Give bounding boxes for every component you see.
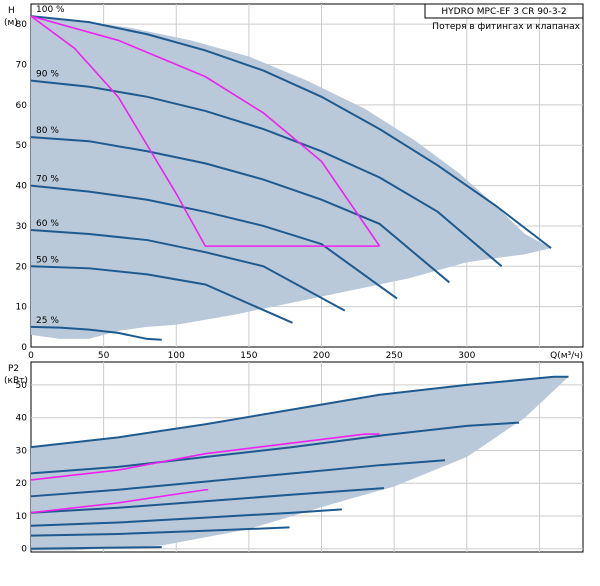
head-flow-chart: 0 10 20 30 40 50 60 70 80H (м) 100 % 90 % 80 % 70 % 60… bbox=[4, 3, 584, 361]
series-label: 90 % bbox=[36, 70, 59, 80]
y-tick-label: 10 bbox=[16, 512, 28, 522]
y-tick-label: 10 bbox=[16, 303, 28, 313]
series-line-60pct bbox=[30, 508, 342, 527]
series-label: 50 % bbox=[36, 255, 59, 265]
series-line-50pct bbox=[30, 526, 290, 537]
series-line-80pct bbox=[30, 459, 446, 498]
y-axis-label: P2 bbox=[8, 364, 19, 374]
x-tick-label: 100 bbox=[168, 351, 185, 361]
y-axis-unit: (кВт) bbox=[4, 376, 28, 386]
y-tick-label: 0 bbox=[21, 343, 27, 353]
loss-curve bbox=[30, 15, 381, 247]
series-line-25pct bbox=[30, 546, 162, 550]
title-box bbox=[424, 3, 584, 19]
series-line-100pct bbox=[30, 15, 552, 249]
x-tick-label: 150 bbox=[240, 351, 257, 361]
y-tick-label: 30 bbox=[16, 222, 28, 232]
series-line-50pct bbox=[30, 265, 293, 324]
series-label: 100 % bbox=[36, 5, 65, 15]
series-line-80pct bbox=[30, 136, 451, 284]
series-label: 80 % bbox=[36, 126, 59, 136]
loss-curve bbox=[30, 488, 209, 514]
y-tick-label: 30 bbox=[16, 446, 28, 456]
x-tick-label: 300 bbox=[458, 351, 475, 361]
y-tick-label: 80 bbox=[16, 20, 28, 30]
y-tick-label: 50 bbox=[16, 141, 28, 151]
x-tick-label: 250 bbox=[386, 351, 403, 361]
y-axis-label: H bbox=[8, 6, 15, 16]
x-tick-label: 200 bbox=[313, 351, 330, 361]
loss-curve bbox=[30, 433, 380, 481]
series-label: 60 % bbox=[36, 219, 59, 229]
y-tick-label: 20 bbox=[16, 262, 28, 272]
y-tick-label: 0 bbox=[21, 545, 27, 555]
series-line-100pct bbox=[30, 375, 569, 449]
series-line-90pct bbox=[30, 421, 520, 475]
series-label: 70 % bbox=[36, 175, 59, 185]
series-line-25pct bbox=[30, 325, 162, 341]
y-tick-label: 40 bbox=[16, 182, 28, 192]
x-tick-label: 0 bbox=[28, 351, 34, 361]
chart-title: HYDRO MPC-EF 3 CR 90-3-2 bbox=[441, 7, 566, 17]
series-label: 25 % bbox=[36, 316, 59, 326]
power-flow-chart: 0 10 20 30 40 50 P2 (кВт) bbox=[4, 361, 584, 555]
y-tick-label: 20 bbox=[16, 479, 28, 489]
y-tick-label: 50 bbox=[16, 381, 28, 391]
loss-curve bbox=[30, 15, 380, 247]
operating-envelope bbox=[31, 376, 569, 551]
y-tick-label: 60 bbox=[16, 101, 28, 111]
chart-subtitle: Потеря в фитингах и клапанах bbox=[432, 22, 580, 32]
y-axis-unit: (м) bbox=[4, 18, 18, 28]
x-axis-label: Q(м³/ч) bbox=[550, 351, 583, 361]
series-line-90pct bbox=[30, 79, 503, 268]
series-line-70pct bbox=[30, 487, 385, 514]
series-line-70pct bbox=[30, 184, 398, 300]
x-tick-label: 50 bbox=[98, 351, 110, 361]
y-tick-label: 70 bbox=[16, 61, 28, 71]
series-line-60pct bbox=[30, 228, 346, 312]
y-tick-label: 40 bbox=[16, 414, 28, 424]
